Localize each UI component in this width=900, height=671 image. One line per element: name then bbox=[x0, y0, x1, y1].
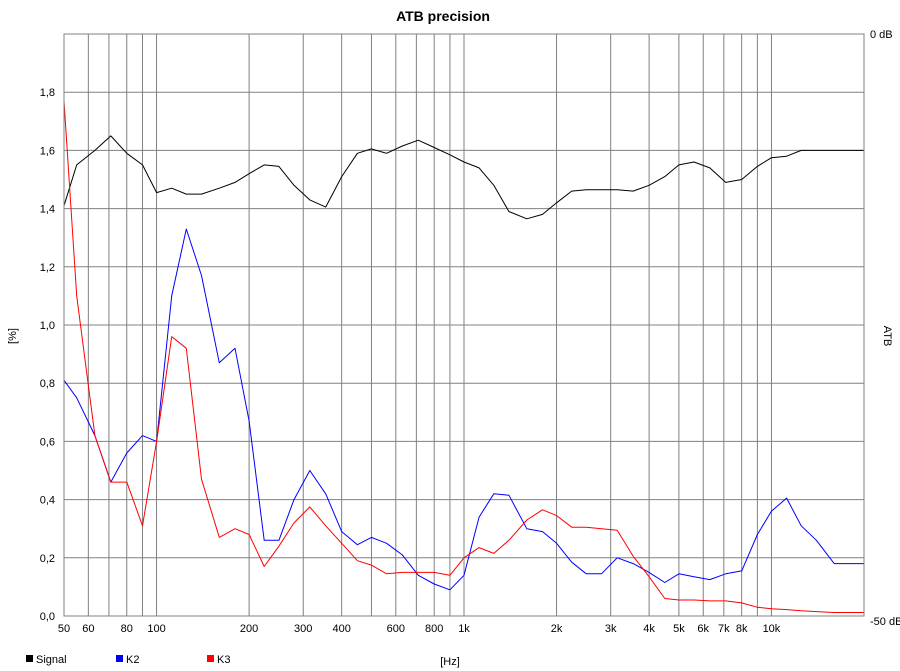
x-tick-label: 7k bbox=[718, 623, 730, 635]
legend-swatch bbox=[116, 655, 123, 662]
series-line-k3 bbox=[63, 100, 864, 613]
x-tick-label: 400 bbox=[332, 623, 350, 635]
legend-label: K3 bbox=[217, 654, 230, 666]
x-tick-label: 4k bbox=[643, 623, 655, 635]
x-tick-label: 3k bbox=[605, 623, 617, 635]
series-lines bbox=[63, 100, 864, 613]
y-tick-label: 0,0 bbox=[40, 611, 55, 623]
y-tick-label: 0,8 bbox=[40, 378, 55, 390]
y2-tick-label-bottom: -50 dB bbox=[870, 616, 900, 628]
y-tick-label: 1,4 bbox=[40, 204, 55, 216]
x-axis-label: [Hz] bbox=[440, 656, 460, 668]
y2-tick-labels: 0 dB -50 dB bbox=[870, 29, 900, 628]
x-tick-label: 300 bbox=[294, 623, 312, 635]
y-tick-label: 0,2 bbox=[40, 553, 55, 565]
x-tick-label: 600 bbox=[387, 623, 405, 635]
x-tick-label: 50 bbox=[58, 623, 70, 635]
series-line-k2 bbox=[63, 228, 864, 591]
x-tick-label: 10k bbox=[763, 623, 781, 635]
x-tick-label: 2k bbox=[551, 623, 563, 635]
y-tick-label: 1,2 bbox=[40, 262, 55, 274]
legend: Signal K2 K3 bbox=[26, 654, 230, 666]
y-tick-label: 0,6 bbox=[40, 436, 55, 448]
legend-swatch bbox=[207, 655, 214, 662]
legend-swatch bbox=[26, 655, 33, 662]
x-tick-label: 1k bbox=[458, 623, 470, 635]
y-tick-label: 1,6 bbox=[40, 145, 55, 157]
x-tick-label: 80 bbox=[121, 623, 133, 635]
x-tick-label: 8k bbox=[736, 623, 748, 635]
series-line-signal bbox=[63, 135, 864, 220]
y-tick-labels: 0,0 0,2 0,4 0,6 0,8 1,0 1,2 1,4 1,6 1,8 bbox=[40, 87, 55, 623]
x-tick-label: 60 bbox=[82, 623, 94, 635]
plot-frame bbox=[63, 33, 865, 617]
x-tick-label: 100 bbox=[147, 623, 165, 635]
grid bbox=[63, 34, 864, 617]
y-tick-label: 1,8 bbox=[40, 87, 55, 99]
x-tick-label: 200 bbox=[240, 623, 258, 635]
x-tick-label: 800 bbox=[425, 623, 443, 635]
chart-title: ATB precision bbox=[396, 8, 490, 24]
x-tick-label: 5k bbox=[673, 623, 685, 635]
legend-label: K2 bbox=[126, 654, 139, 666]
y-tick-label: 0,4 bbox=[40, 495, 55, 507]
y-axis-label: [%] bbox=[7, 328, 19, 344]
y-tick-label: 1,0 bbox=[40, 320, 55, 332]
y2-axis-label: ATB bbox=[881, 326, 893, 347]
legend-label: Signal bbox=[36, 654, 67, 666]
y2-tick-label-top: 0 dB bbox=[870, 29, 893, 41]
x-tick-labels: 50 60 80 100 200 300 400 600 800 1k 2k 3k 4k 5k 6k 7k 8k… bbox=[58, 623, 781, 635]
x-tick-label: 6k bbox=[697, 623, 709, 635]
